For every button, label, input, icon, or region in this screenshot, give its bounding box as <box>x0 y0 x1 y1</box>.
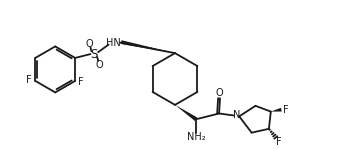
Text: N: N <box>233 110 240 120</box>
Text: F: F <box>284 105 289 115</box>
Text: NH₂: NH₂ <box>187 132 205 142</box>
Text: F: F <box>78 77 84 87</box>
Text: HN: HN <box>106 38 121 48</box>
Text: O: O <box>95 60 103 70</box>
Text: O: O <box>86 39 93 49</box>
Text: F: F <box>276 137 281 147</box>
Polygon shape <box>175 105 197 121</box>
Text: S: S <box>91 48 98 61</box>
Text: O: O <box>215 88 223 98</box>
Polygon shape <box>121 40 175 53</box>
Text: F: F <box>26 75 32 85</box>
Polygon shape <box>271 108 282 112</box>
